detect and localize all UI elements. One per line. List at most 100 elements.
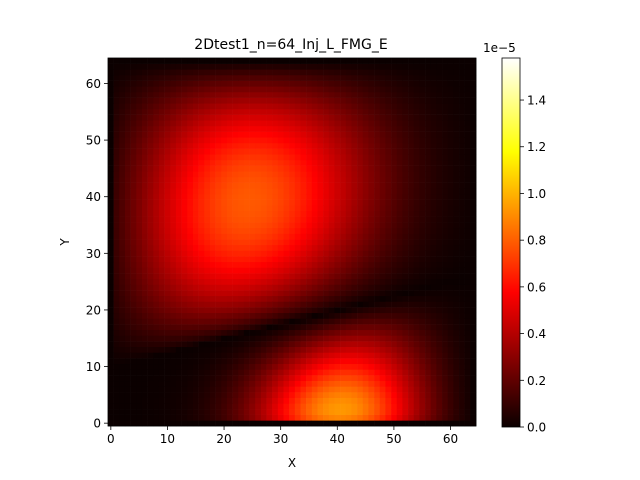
heatmap-cell — [453, 165, 460, 172]
heatmap-cell — [209, 137, 216, 144]
heatmap-cell — [255, 244, 262, 251]
heatmap-cell — [164, 80, 171, 87]
heatmap-cell — [351, 386, 358, 393]
heatmap-cell — [108, 369, 114, 376]
heatmap-cell — [255, 346, 262, 353]
heatmap-cell — [215, 205, 222, 212]
heatmap-cell — [459, 318, 465, 325]
heatmap-cell — [340, 199, 347, 206]
heatmap-cell — [170, 380, 177, 387]
heatmap-cell — [419, 69, 426, 76]
heatmap-cell — [141, 290, 148, 297]
heatmap-cell — [164, 295, 171, 302]
heatmap-cell — [232, 278, 239, 285]
heatmap-cell — [317, 312, 324, 319]
heatmap-cell — [226, 80, 233, 87]
heatmap-cell — [340, 227, 347, 234]
heatmap-cell — [113, 97, 120, 104]
heatmap-cell — [430, 58, 437, 64]
heatmap-cell — [289, 358, 296, 365]
heatmap-cell — [425, 369, 432, 376]
heatmap-cell — [226, 318, 233, 325]
heatmap-cell — [198, 188, 205, 195]
heatmap-cell — [340, 392, 347, 398]
heatmap-cell — [459, 188, 465, 195]
heatmap-cell — [113, 363, 120, 370]
heatmap-cell — [368, 307, 375, 314]
heatmap-cell — [425, 165, 432, 172]
heatmap-cell — [385, 210, 392, 217]
heatmap-cell — [357, 216, 364, 223]
heatmap-cell — [108, 216, 114, 223]
heatmap-cell — [192, 86, 199, 93]
heatmap-cell — [453, 267, 460, 274]
heatmap-cell — [436, 205, 443, 212]
heatmap-cell — [396, 414, 403, 421]
heatmap-cell — [249, 284, 256, 291]
heatmap-cell — [447, 392, 454, 398]
heatmap-cell — [345, 154, 352, 161]
heatmap-cell — [289, 363, 296, 370]
heatmap-cell — [453, 250, 460, 257]
heatmap-cell — [334, 63, 341, 70]
heatmap-cell — [192, 159, 199, 166]
heatmap-cell — [396, 284, 403, 291]
heatmap-cell — [300, 409, 307, 415]
heatmap-cell — [147, 210, 154, 217]
heatmap-cell — [408, 227, 415, 234]
heatmap-cell — [164, 222, 171, 229]
heatmap-cell — [306, 403, 313, 410]
heatmap-cell — [209, 188, 216, 195]
heatmap-cell — [175, 273, 182, 280]
heatmap-cell — [141, 148, 148, 155]
heatmap-cell — [306, 375, 313, 382]
heatmap-cell — [317, 74, 324, 81]
heatmap-cell — [402, 58, 409, 64]
heatmap-cell — [453, 352, 460, 359]
heatmap-cell — [345, 114, 352, 121]
heatmap-cell — [192, 261, 199, 268]
heatmap-cell — [255, 222, 262, 229]
heatmap-cell — [215, 131, 222, 138]
heatmap-cell — [192, 273, 199, 280]
heatmap-cell — [391, 301, 398, 308]
heatmap-cell — [266, 103, 273, 110]
heatmap-cell — [385, 278, 392, 285]
heatmap-cell — [130, 210, 137, 217]
heatmap-cell — [459, 312, 465, 319]
heatmap-cell — [266, 267, 273, 274]
heatmap-cell — [436, 91, 443, 98]
heatmap-cell — [141, 86, 148, 93]
heatmap-cell — [141, 91, 148, 98]
heatmap-cell — [379, 392, 386, 398]
heatmap-cell — [221, 329, 228, 336]
heatmap-cell — [272, 233, 279, 240]
heatmap-cell — [238, 222, 245, 229]
heatmap-cell — [442, 290, 448, 297]
heatmap-cell — [260, 329, 267, 336]
heatmap-cell — [204, 375, 211, 382]
heatmap-cell — [136, 91, 143, 98]
heatmap-cell — [328, 307, 335, 314]
heatmap-cell — [430, 210, 437, 217]
heatmap-cell — [294, 324, 301, 331]
heatmap-cell — [283, 307, 290, 314]
heatmap-cell — [113, 358, 120, 365]
heatmap-cell — [453, 233, 460, 240]
heatmap-cell — [413, 261, 420, 268]
heatmap-cell — [136, 256, 143, 263]
heatmap-cell — [130, 301, 137, 308]
heatmap-cell — [323, 301, 330, 308]
heatmap-cell — [311, 397, 318, 404]
heatmap-cell — [153, 227, 160, 234]
heatmap-cell — [198, 233, 205, 240]
heatmap-cell — [419, 222, 426, 229]
heatmap-cell — [436, 227, 443, 234]
heatmap-cell — [113, 114, 120, 121]
heatmap-cell — [289, 261, 296, 268]
heatmap-cell — [204, 142, 211, 149]
heatmap-cell — [470, 375, 477, 382]
heatmap-cell — [464, 80, 471, 87]
heatmap-cell — [175, 103, 182, 110]
heatmap-cell — [385, 414, 392, 421]
